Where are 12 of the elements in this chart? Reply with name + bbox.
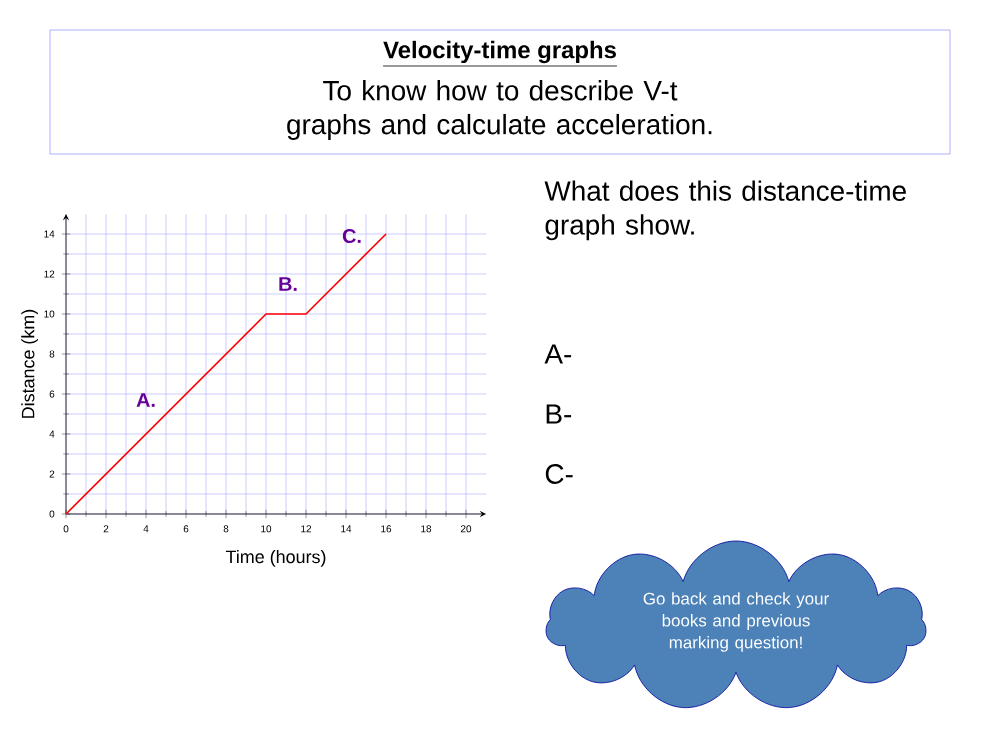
x-axis-title: Time (hours)	[225, 550, 326, 567]
annotation: B.	[279, 277, 297, 291]
chart-subtitle: To know how to describe V-t graphs and calculate acceleration.	[287, 80, 712, 140]
text: C-	[545, 464, 573, 484]
text: A-	[544, 344, 572, 364]
text: B-	[546, 404, 572, 424]
annotation: A.	[136, 393, 155, 407]
chart-title: Velocity-time graphs	[383, 40, 616, 64]
y-axis-title: Distance (km)	[21, 309, 38, 418]
text: Go back and check your books and previous marking question!	[643, 592, 829, 652]
annotation: C.	[342, 228, 361, 244]
text: What does this distance-time graph show.	[544, 180, 906, 241]
